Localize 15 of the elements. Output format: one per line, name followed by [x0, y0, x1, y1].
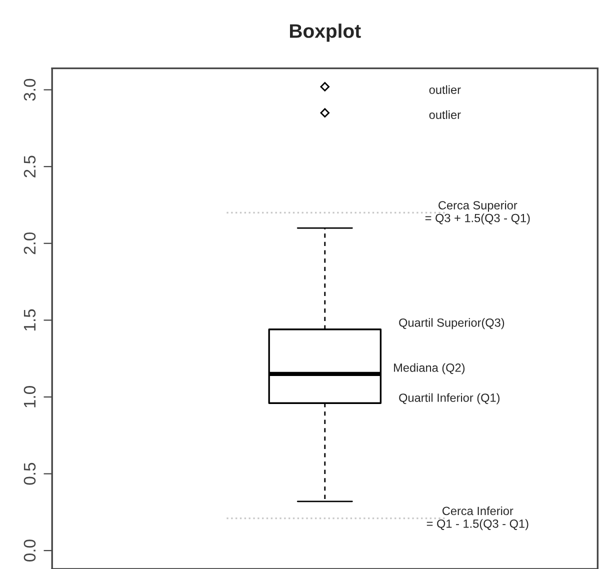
- ref-line-label: Cerca Superior = Q3 + 1.5(Q3 - Q1): [425, 200, 530, 225]
- y-tick-label: 1.0: [24, 386, 36, 408]
- annotation: outlier: [429, 85, 461, 94]
- ref-line-label: Cerca Inferior = Q1 - 1.5(Q3 - Q1): [426, 506, 528, 530]
- y-tick-label: 1.5: [24, 309, 36, 330]
- y-tick-label: 2.5: [24, 156, 36, 178]
- y-tick-label: 0.0: [24, 540, 36, 562]
- annotation: Quartil Inferior (Q1): [399, 393, 500, 404]
- annotation: Quartil Superior(Q3): [399, 318, 504, 330]
- chart-title: Boxplot: [290, 24, 361, 42]
- y-tick-label: 3.0: [24, 78, 36, 101]
- annotation: Mediana (Q2): [394, 363, 465, 374]
- annotation: outlier: [429, 110, 461, 120]
- y-tick-label: 0.5: [24, 462, 36, 485]
- y-tick-label: 2.0: [24, 232, 36, 254]
